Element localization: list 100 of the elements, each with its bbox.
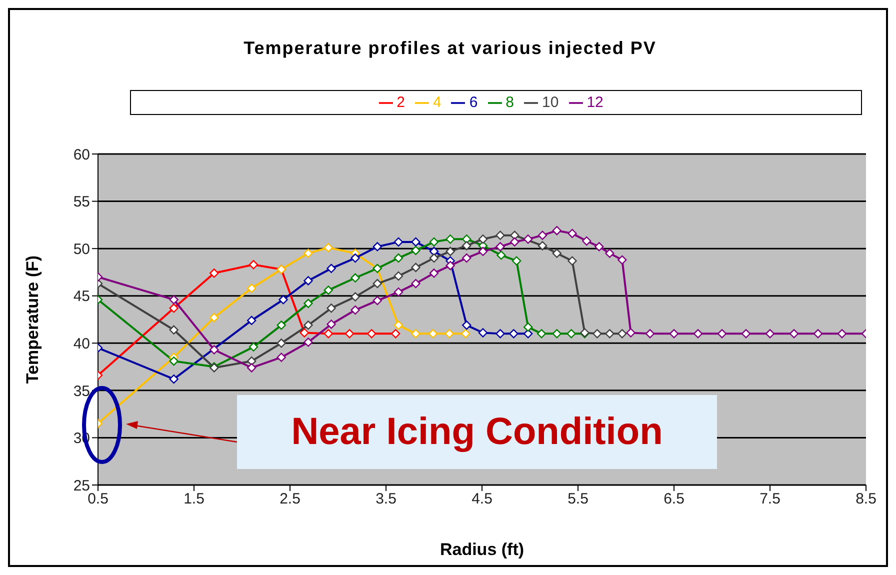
y-tick-label: 55 — [73, 194, 90, 211]
point — [605, 248, 614, 258]
point — [592, 329, 602, 338]
point — [462, 320, 472, 330]
point — [510, 230, 520, 240]
point — [568, 256, 577, 266]
point — [523, 234, 533, 244]
point — [429, 268, 439, 278]
point — [461, 329, 470, 338]
legend-label: 8 — [506, 94, 514, 111]
point — [813, 329, 823, 338]
point — [462, 241, 472, 250]
x-tick-label: 7.5 — [760, 490, 780, 508]
point — [372, 242, 382, 252]
point — [169, 374, 178, 384]
point — [276, 338, 286, 348]
point — [350, 292, 360, 302]
point — [411, 329, 420, 338]
point — [276, 352, 286, 362]
legend-label: 4 — [432, 94, 442, 111]
point — [618, 255, 627, 265]
y-axis-title: Temperature (F) — [23, 255, 42, 384]
point — [169, 295, 178, 304]
point — [411, 237, 420, 247]
point — [669, 329, 679, 338]
point — [446, 260, 455, 270]
point — [693, 329, 703, 338]
point — [247, 363, 256, 372]
y-tick-label: 50 — [73, 240, 90, 258]
point — [626, 328, 636, 338]
point — [169, 304, 178, 313]
point — [324, 329, 333, 338]
point — [510, 237, 520, 247]
y-tick-label: 45 — [73, 288, 90, 306]
y-tick-label: 25 — [73, 477, 90, 494]
point — [344, 329, 354, 338]
point — [304, 298, 313, 308]
point — [411, 278, 420, 288]
point — [566, 329, 576, 338]
point — [367, 329, 376, 338]
legend-label: 12 — [586, 94, 604, 111]
point — [837, 329, 847, 338]
point — [324, 243, 333, 252]
point — [446, 246, 455, 256]
x-tick-label: 0.5 — [88, 490, 108, 508]
point — [429, 253, 439, 263]
point — [391, 329, 400, 338]
annotation: Near Icing Condition — [237, 395, 717, 469]
point — [552, 248, 562, 258]
point — [210, 313, 219, 322]
point — [496, 250, 506, 260]
x-tick-label: 4.5 — [472, 490, 492, 508]
point — [304, 248, 313, 258]
point — [478, 234, 488, 244]
point — [394, 253, 404, 263]
x-tick-label: 8.5 — [856, 490, 876, 508]
point — [741, 329, 751, 338]
point — [496, 230, 505, 240]
point — [582, 236, 592, 246]
point — [411, 262, 420, 272]
point — [372, 296, 382, 306]
point — [538, 241, 548, 250]
point — [605, 329, 614, 338]
x-axis-title: Radius (ft) — [440, 540, 524, 559]
point — [210, 268, 219, 278]
point — [350, 253, 360, 263]
point — [210, 345, 219, 354]
point — [523, 329, 533, 338]
chart-title: Temperature profiles at various injected PV — [242, 38, 658, 59]
point — [523, 322, 533, 332]
point — [248, 260, 258, 270]
point — [552, 329, 562, 338]
point — [324, 286, 333, 295]
point — [618, 329, 627, 338]
point — [496, 242, 505, 252]
point — [446, 234, 455, 244]
point — [247, 284, 256, 293]
y-tick-label: 40 — [73, 335, 90, 352]
point — [278, 295, 288, 304]
point — [512, 256, 522, 266]
point — [248, 342, 258, 352]
x-tick-label: 2.5 — [280, 490, 300, 508]
point — [247, 316, 256, 326]
point — [536, 329, 546, 338]
x-tick-label: 6.5 — [664, 490, 684, 508]
point — [304, 276, 313, 286]
point — [509, 329, 518, 338]
point — [372, 278, 382, 288]
point — [276, 320, 286, 330]
point — [478, 328, 488, 338]
point — [394, 287, 404, 297]
point — [350, 273, 360, 282]
point — [304, 320, 313, 330]
point — [326, 320, 336, 329]
point — [169, 356, 178, 366]
point — [304, 338, 313, 347]
point — [496, 329, 505, 338]
legend-label: 2 — [396, 94, 405, 111]
x-tick-label: 5.5 — [568, 490, 588, 508]
y-tick-label: 60 — [73, 146, 90, 164]
